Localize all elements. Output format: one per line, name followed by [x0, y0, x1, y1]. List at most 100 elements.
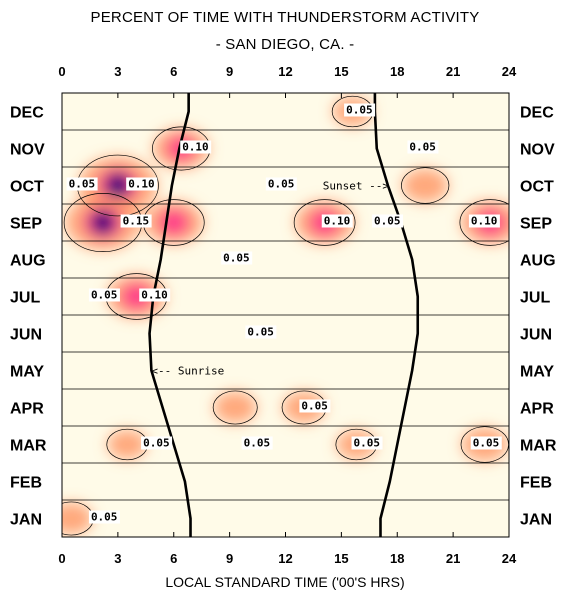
contour-label-bg	[241, 436, 273, 450]
annotation: Sunset -->	[323, 180, 390, 193]
sunrise-curve	[148, 93, 192, 537]
month-label-right: MAR	[520, 438, 557, 455]
x-tick-label-bottom: 3	[114, 551, 121, 566]
contour-label-bg	[299, 399, 331, 413]
sunset-curve	[373, 93, 420, 537]
month-label-right: FEB	[520, 475, 552, 492]
month-label-right: JAN	[520, 512, 552, 529]
month-label-left: APR	[10, 401, 44, 418]
contour-line	[401, 167, 450, 204]
x-tick-label-top: 24	[502, 64, 517, 79]
contour-label: 0.05	[409, 141, 436, 154]
annotations: <-- Sunrise Sunset -->	[151, 180, 389, 378]
contour-label-bg	[372, 214, 404, 228]
contour-label-bg	[180, 140, 212, 154]
month-label-left: FEB	[10, 475, 42, 492]
contour-label-bg	[139, 288, 171, 302]
x-tick-label-top: 0	[58, 64, 65, 79]
month-label-right: AUG	[520, 253, 556, 270]
heat-peak	[90, 210, 116, 235]
x-tick-label-bottom: 15	[334, 551, 348, 566]
month-label-left: NOV	[10, 142, 45, 159]
contour-label-bg	[407, 140, 439, 154]
x-tick-label-top: 18	[390, 64, 404, 79]
contour-label: 0.10	[324, 215, 351, 228]
contour-labels: 0.10 0.05 0.05 0.10 0.05 0.05 0.15 0.10 0.10 0.05…	[66, 103, 502, 524]
chart-subtitle: - SAN DIEGO, CA. -	[215, 36, 355, 53]
heat-blob	[62, 502, 93, 535]
month-label-left: JUL	[10, 290, 40, 307]
contour-label: 0.05	[268, 178, 295, 191]
heat-core	[158, 209, 189, 236]
month-label-right: OCT	[520, 179, 554, 196]
heat-blob	[214, 391, 257, 424]
month-label-left: MAY	[10, 364, 44, 381]
x-tick-label-bottom: 0	[58, 551, 65, 566]
contour-label-bg	[468, 214, 500, 228]
contour-label: 0.05	[143, 437, 170, 450]
month-label-left: DEC	[10, 105, 44, 122]
month-label-right: DEC	[520, 105, 554, 122]
x-tick-label-top: 3	[114, 64, 121, 79]
contour-label-bg	[66, 177, 98, 191]
x-ticks: 0 0 3 3 6 6 9 9 12 12 15 15 18 18 21 21 24 24	[58, 64, 517, 566]
x-tick-label-bottom: 12	[278, 551, 292, 566]
contour-label-bg	[470, 436, 502, 450]
month-label-right: NOV	[520, 142, 555, 159]
month-label-left: SEP	[10, 216, 42, 233]
month-label-left: OCT	[10, 179, 44, 196]
contour-label-bg	[245, 325, 277, 339]
x-tick-label-bottom: 6	[170, 551, 177, 566]
contour-label-bg	[351, 436, 383, 450]
contour-label: 0.05	[346, 104, 373, 117]
contour-line	[212, 390, 258, 425]
contour-label: 0.15	[123, 215, 150, 228]
contour-label: 0.05	[301, 400, 328, 413]
contour-label: 0.05	[244, 437, 271, 450]
contour-label: 0.05	[247, 326, 274, 339]
x-tick-label-top: 6	[170, 64, 177, 79]
contour-label: 0.10	[471, 215, 498, 228]
annotation: <-- Sunrise	[151, 365, 224, 378]
contour-label: 0.05	[69, 178, 96, 191]
x-axis-label: LOCAL STANDARD TIME ('00'S HRS)	[165, 574, 405, 590]
contour-label: 0.10	[128, 178, 155, 191]
x-tick-label-top: 15	[334, 64, 348, 79]
month-gridlines	[62, 129, 509, 501]
x-tick-label-top: 12	[278, 64, 292, 79]
contour-label: 0.05	[223, 252, 250, 265]
contour-label-bg	[265, 177, 297, 191]
contour-label-bg	[88, 510, 120, 524]
contour-line	[459, 199, 509, 246]
sun-curves	[148, 93, 420, 537]
contour-label-bg	[141, 436, 173, 450]
heat-peak	[105, 172, 131, 199]
contour-label-bg	[88, 288, 120, 302]
month-label-right: JUL	[520, 290, 550, 307]
contour-label: 0.05	[374, 215, 401, 228]
month-label-left: AUG	[10, 253, 46, 270]
contour-label-bg	[321, 214, 353, 228]
heat-blob	[402, 168, 448, 203]
month-label-right: SEP	[520, 216, 552, 233]
contour-label: 0.05	[473, 437, 500, 450]
month-label-left: JAN	[10, 512, 42, 529]
contour-label-bg	[126, 177, 158, 191]
contour-label: 0.10	[141, 289, 168, 302]
chart-title: PERCENT OF TIME WITH THUNDERSTORM ACTIVI…	[90, 9, 480, 26]
contour-label-bg	[221, 251, 253, 265]
x-tick-label-top: 9	[226, 64, 233, 79]
contour-label: 0.05	[91, 289, 118, 302]
heat-blob	[107, 430, 147, 459]
contour-label: 0.10	[182, 141, 209, 154]
month-label-right: JUN	[520, 327, 552, 344]
contour-label-bg	[120, 214, 152, 228]
contour-label: 0.05	[91, 511, 118, 524]
month-label-right: MAY	[520, 364, 554, 381]
x-tick-label-bottom: 18	[390, 551, 404, 566]
month-label-left: MAR	[10, 438, 47, 455]
contour-label: 0.05	[354, 437, 381, 450]
month-label-right: APR	[520, 401, 554, 418]
x-tick-label-bottom: 24	[502, 551, 517, 566]
